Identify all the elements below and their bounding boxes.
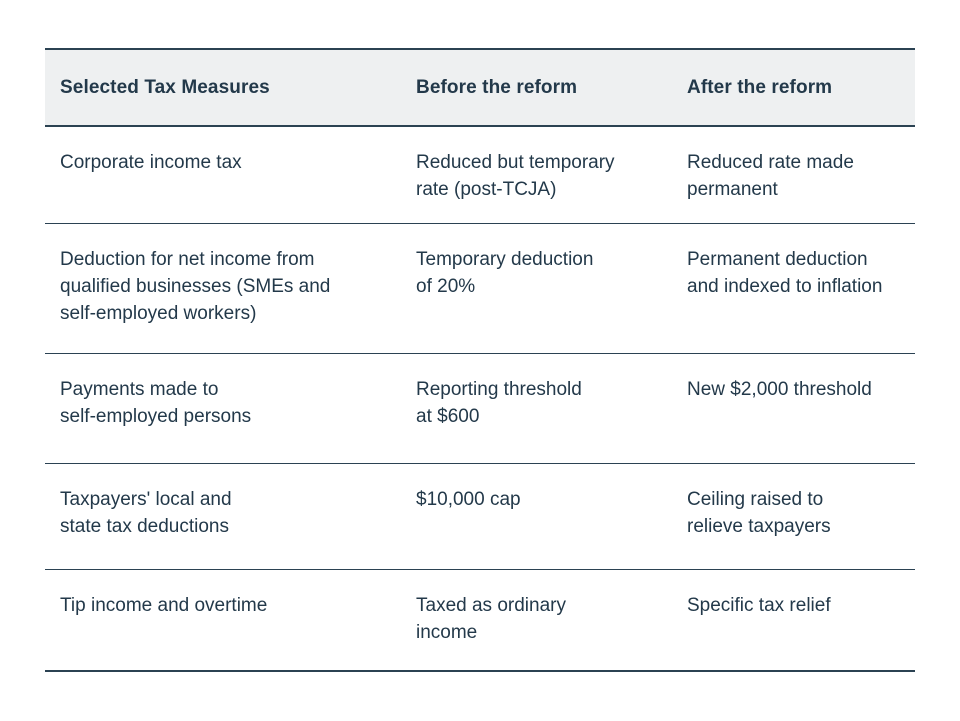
cell-before: Taxed as ordinary income bbox=[401, 569, 672, 672]
table-row: Taxpayers' local and state tax deduction… bbox=[45, 463, 915, 570]
cell-measure: Tip income and overtime bbox=[45, 569, 401, 672]
tax-measures-table: Selected Tax Measures Before the reform … bbox=[45, 48, 915, 672]
cell-after: Specific tax relief bbox=[672, 569, 915, 672]
cell-measure: Payments made to self-employed persons bbox=[45, 353, 401, 464]
table-row: Payments made to self-employed persons R… bbox=[45, 353, 915, 464]
table-header-row: Selected Tax Measures Before the reform … bbox=[45, 49, 915, 127]
cell-after: New $2,000 threshold bbox=[672, 353, 915, 464]
cell-before: Reporting threshold at $600 bbox=[401, 353, 672, 464]
table-row: Tip income and overtime Taxed as ordinar… bbox=[45, 569, 915, 672]
column-header-before-the-reform: Before the reform bbox=[401, 49, 672, 127]
table-row: Deduction for net income from qualified … bbox=[45, 223, 915, 354]
cell-measure: Deduction for net income from qualified … bbox=[45, 223, 401, 354]
cell-measure: Taxpayers' local and state tax deduction… bbox=[45, 463, 401, 570]
cell-before: Reduced but temporary rate (post-TCJA) bbox=[401, 126, 672, 224]
cell-after: Ceiling raised to relieve taxpayers bbox=[672, 463, 915, 570]
cell-measure: Corporate income tax bbox=[45, 126, 401, 224]
cell-after: Permanent deduction and indexed to infla… bbox=[672, 223, 915, 354]
cell-before: Temporary deduction of 20% bbox=[401, 223, 672, 354]
cell-before: $10,000 cap bbox=[401, 463, 672, 570]
column-header-after-the-reform: After the reform bbox=[672, 49, 915, 127]
cell-after: Reduced rate made permanent bbox=[672, 126, 915, 224]
table-row: Corporate income tax Reduced but tempora… bbox=[45, 126, 915, 224]
column-header-selected-tax-measures: Selected Tax Measures bbox=[45, 49, 401, 127]
